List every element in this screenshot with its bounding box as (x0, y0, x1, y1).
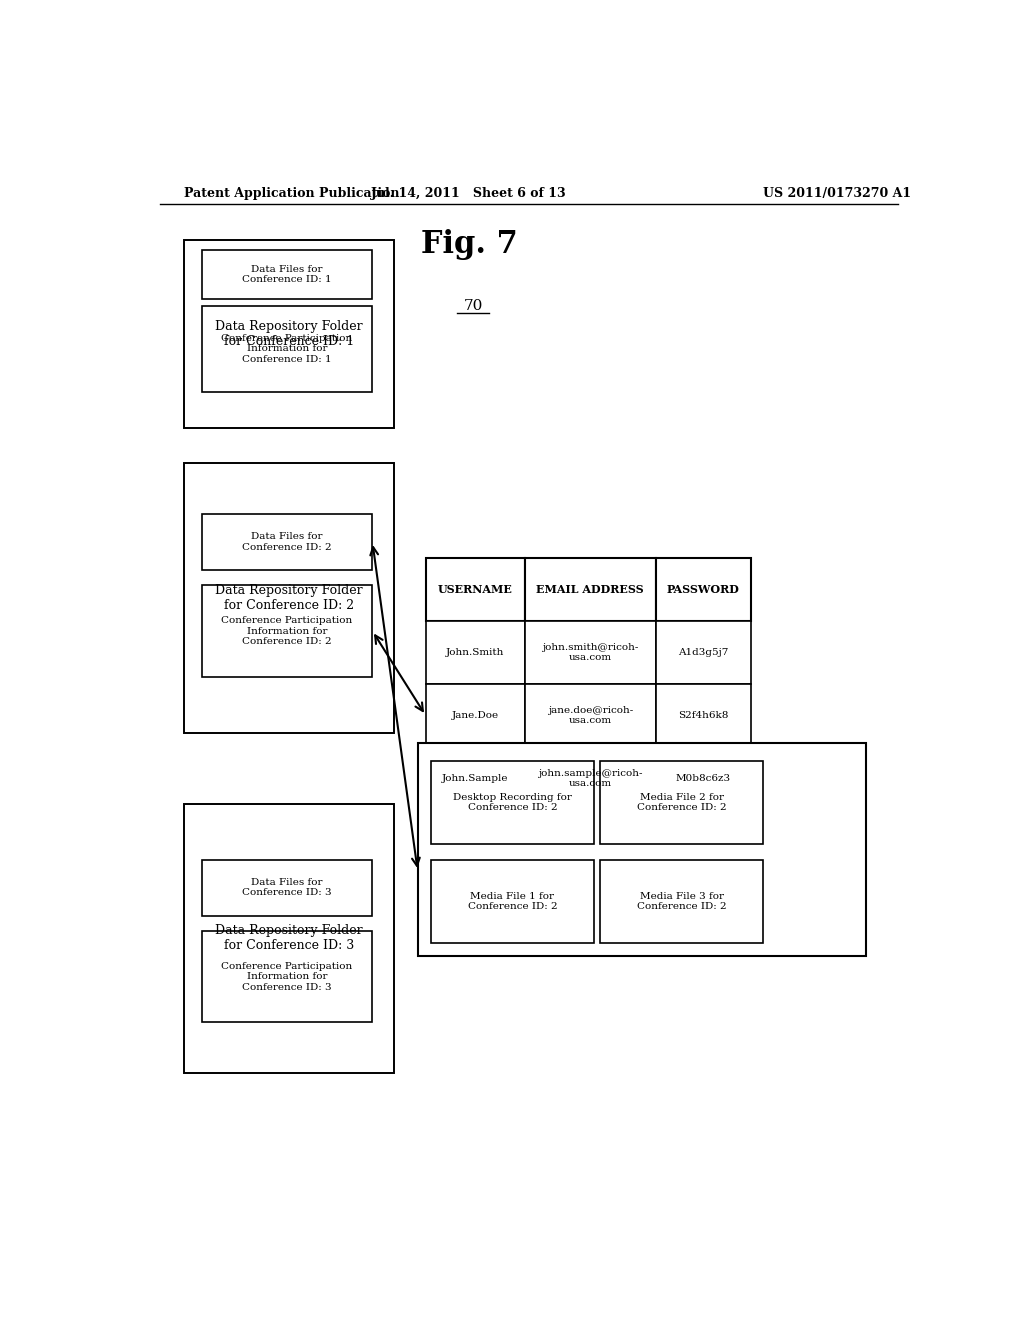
Bar (431, 859, 594, 942)
Text: Fig. 7: Fig. 7 (421, 230, 517, 260)
Text: Conference Participation
Information for
Conference ID: 3: Conference Participation Information for… (221, 962, 352, 991)
Bar (426, 558, 525, 620)
Text: Conference Participation
Information for
Conference ID: 1: Conference Participation Information for… (221, 334, 352, 364)
Text: Data Repository Folder
for Conference ID: 3: Data Repository Folder for Conference ID… (215, 924, 362, 953)
Bar (426, 684, 525, 747)
Bar (655, 684, 751, 747)
Text: Media File 2 for
Conference ID: 2: Media File 2 for Conference ID: 2 (637, 793, 726, 813)
Text: S2f4h6k8: S2f4h6k8 (678, 711, 728, 719)
Bar (183, 804, 394, 1073)
Text: Data Files for
Conference ID: 3: Data Files for Conference ID: 3 (243, 878, 332, 898)
Bar (202, 585, 373, 677)
Bar (202, 859, 373, 916)
Bar (655, 558, 751, 620)
Bar (600, 859, 763, 942)
Text: EMAIL ADDRESS: EMAIL ADDRESS (537, 583, 644, 595)
Text: Data Files for
Conference ID: 2: Data Files for Conference ID: 2 (243, 532, 332, 552)
Text: M0b8c6z3: M0b8c6z3 (676, 774, 731, 783)
Text: 70: 70 (464, 298, 483, 313)
Bar (202, 306, 373, 392)
Text: Jul. 14, 2011   Sheet 6 of 13: Jul. 14, 2011 Sheet 6 of 13 (372, 187, 567, 201)
Bar (655, 620, 751, 684)
Bar (418, 743, 866, 956)
Text: jane.doe@ricoh-
usa.com: jane.doe@ricoh- usa.com (548, 706, 633, 725)
Text: Data Repository Folder
for Conference ID: 1: Data Repository Folder for Conference ID… (215, 319, 362, 347)
Bar (655, 747, 751, 810)
Text: Data Repository Folder
for Conference ID: 2: Data Repository Folder for Conference ID… (215, 583, 362, 612)
Bar (202, 931, 373, 1022)
Bar (524, 684, 655, 747)
Bar (202, 249, 373, 298)
Bar (426, 747, 525, 810)
Text: Media File 1 for
Conference ID: 2: Media File 1 for Conference ID: 2 (468, 892, 557, 911)
Text: PASSWORD: PASSWORD (667, 583, 739, 595)
Text: US 2011/0173270 A1: US 2011/0173270 A1 (763, 187, 911, 201)
Text: John.Smith: John.Smith (446, 648, 505, 657)
Text: john.sample@ricoh-
usa.com: john.sample@ricoh- usa.com (538, 768, 642, 788)
Text: Patent Application Publication: Patent Application Publication (183, 187, 399, 201)
Text: Desktop Recording for
Conference ID: 2: Desktop Recording for Conference ID: 2 (453, 793, 572, 813)
Bar (524, 747, 655, 810)
Text: Conference Participation
Information for
Conference ID: 2: Conference Participation Information for… (221, 616, 352, 645)
Bar (524, 620, 655, 684)
Bar (183, 463, 394, 733)
Text: john.smith@ricoh-
usa.com: john.smith@ricoh- usa.com (542, 643, 638, 663)
Bar (183, 240, 394, 428)
Bar (202, 515, 373, 570)
Text: Jane.Doe: Jane.Doe (452, 711, 499, 719)
Bar (600, 762, 763, 845)
Text: USERNAME: USERNAME (438, 583, 513, 595)
Text: Data Files for
Conference ID: 1: Data Files for Conference ID: 1 (243, 264, 332, 284)
Bar (524, 558, 655, 620)
Bar (426, 620, 525, 684)
Text: John.Sample: John.Sample (442, 774, 509, 783)
Text: Media File 3 for
Conference ID: 2: Media File 3 for Conference ID: 2 (637, 892, 726, 911)
Bar (431, 762, 594, 845)
Text: A1d3g5j7: A1d3g5j7 (678, 648, 728, 657)
